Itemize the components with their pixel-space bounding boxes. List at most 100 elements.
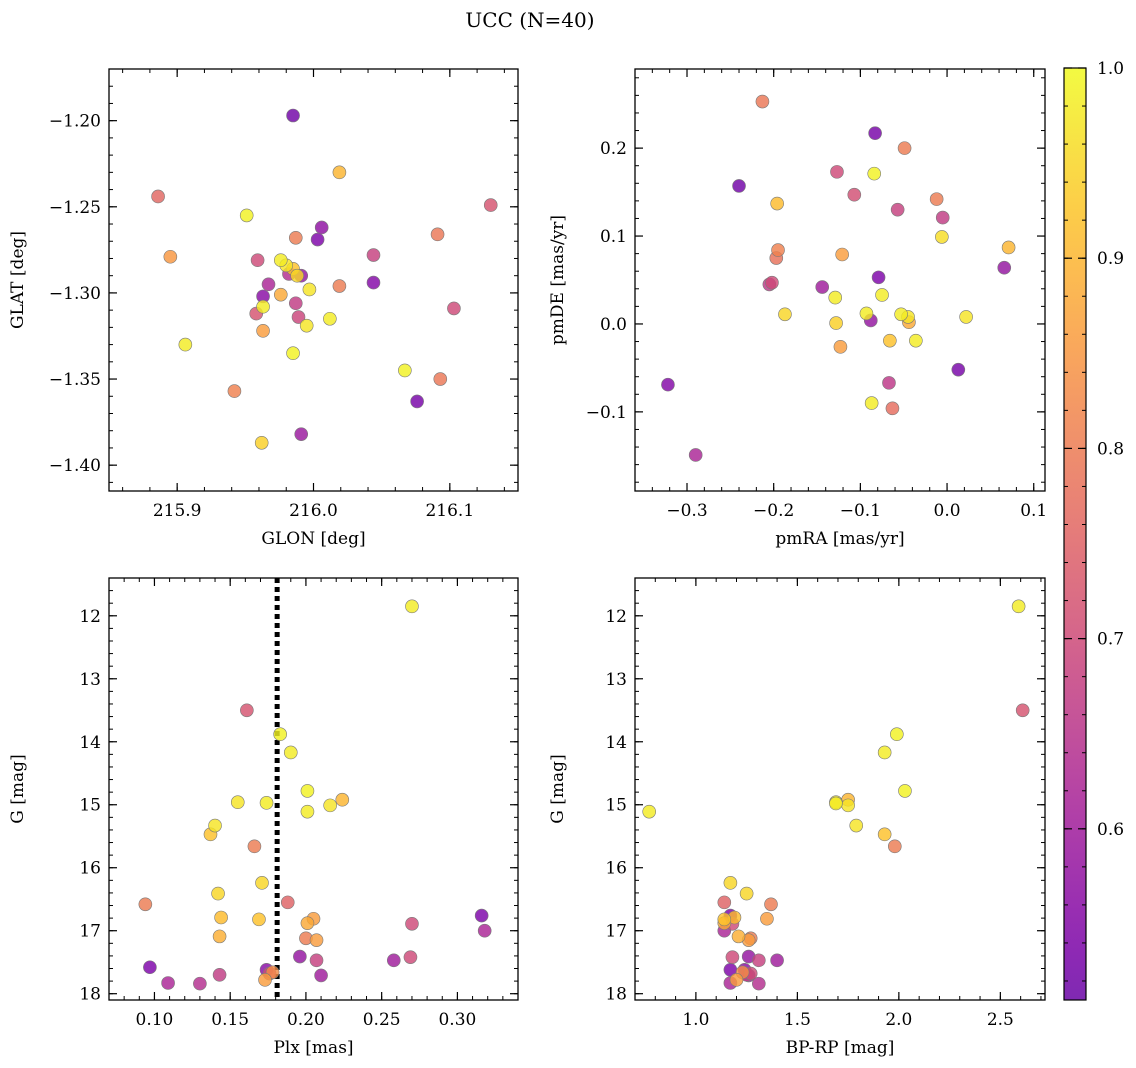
data-point (847, 187, 862, 202)
colorbar-tick-label: 0.6 (1097, 820, 1124, 840)
data-point (280, 895, 295, 910)
plot-frame (108, 577, 519, 1001)
x-tick-label: 0.15 (211, 1010, 249, 1030)
x-tick-label: 2.0 (885, 1010, 912, 1030)
data-point (717, 895, 732, 910)
data-point (293, 949, 307, 964)
data-point (835, 247, 849, 262)
data-point (239, 208, 254, 223)
data-point (273, 253, 288, 267)
x-axis-label: Plx [mas] (273, 1038, 353, 1058)
data-point (250, 253, 265, 267)
data-point (725, 950, 740, 964)
data-point (212, 929, 227, 944)
data-point (255, 876, 269, 890)
data-point (405, 916, 419, 931)
data-point (300, 916, 315, 930)
data-point (138, 897, 153, 912)
data-point (212, 968, 227, 982)
y-axis-label: G [mag] (548, 754, 568, 823)
x-tick-label: 216.1 (425, 501, 474, 521)
plot-frame (108, 68, 519, 492)
y-tick-label: 12 (79, 607, 101, 627)
x-tick-label: 215.9 (153, 501, 202, 521)
data-point (877, 827, 892, 842)
data-point (252, 912, 266, 927)
data-point (240, 703, 254, 718)
data-point (230, 795, 245, 810)
x-tick-label: 0.20 (287, 1010, 325, 1030)
data-point (739, 886, 754, 901)
y-tick-label: −1.35 (49, 370, 101, 390)
data-point (717, 912, 732, 927)
data-point (778, 307, 792, 322)
data-point (261, 277, 276, 292)
colorbar-tick-label: 1.0 (1097, 59, 1124, 79)
y-tick-label: 0.0 (600, 315, 627, 335)
data-point (405, 599, 419, 614)
data-point (310, 232, 325, 247)
y-tick-label: 17 (605, 922, 627, 942)
x-axis-label: pmRA [mas/yr] (775, 529, 904, 549)
data-point (300, 784, 315, 798)
data-point (830, 165, 844, 179)
data-point (366, 275, 381, 290)
data-point (309, 953, 324, 968)
data-point (163, 249, 178, 264)
data-point (885, 401, 900, 416)
y-tick-label: 13 (605, 670, 627, 690)
scatter-panel-3: 0.10 0.15 0.20 0.25 0.30 12 13 14 15 16 17 18 Plx [m… (8, 577, 519, 1058)
data-point (661, 377, 675, 392)
data-point (447, 301, 461, 316)
data-point (323, 798, 337, 813)
data-point (841, 798, 855, 813)
y-tick-label: 12 (605, 607, 627, 627)
colorbar-gradient (1063, 67, 1087, 1001)
data-point (760, 911, 774, 926)
data-point (935, 230, 949, 244)
data-point (314, 968, 328, 983)
y-tick-label: 16 (605, 859, 627, 879)
x-axis-label: GLON [deg] (261, 529, 365, 549)
figure-title: UCC (N=40) (465, 8, 594, 32)
data-point (483, 198, 498, 212)
y-tick-label: 17 (79, 922, 101, 942)
data-point (897, 141, 912, 155)
data-point (765, 275, 779, 290)
x-tick-label: −0.1 (840, 501, 881, 521)
y-tick-label: −1.30 (49, 284, 101, 304)
data-point (314, 220, 329, 235)
data-point (291, 310, 306, 324)
data-point (283, 745, 298, 760)
colorbar-tick-label: 0.9 (1097, 249, 1124, 269)
data-point (731, 929, 746, 944)
data-point (398, 363, 412, 378)
scatter-panel-2: −0.3 −0.2 −0.1 0.0 0.1 −0.1 0.0 0.1 0.2 pmRA [mas… (548, 68, 1047, 549)
data-point (273, 727, 287, 742)
y-tick-label: −0.1 (586, 403, 627, 423)
data-point (299, 318, 314, 333)
x-tick-label: −0.2 (753, 501, 794, 521)
y-axis-label: G [mag] (8, 754, 28, 823)
data-point (890, 202, 905, 217)
data-point (868, 126, 882, 140)
data-point (752, 976, 766, 991)
data-point (211, 886, 225, 901)
colorbar: 0.6 0.7 0.8 0.9 1.0 (1063, 59, 1124, 1001)
data-point (997, 260, 1012, 275)
data-point (247, 839, 262, 854)
x-tick-label: 0.0 (934, 501, 961, 521)
y-tick-label: 0.1 (600, 227, 627, 247)
data-point (828, 290, 843, 305)
data-point (323, 311, 337, 326)
data-point (859, 306, 874, 321)
data-point (433, 372, 448, 386)
y-tick-label: 14 (605, 733, 627, 753)
data-point (877, 745, 892, 760)
colorbar-tick-label: 0.8 (1097, 439, 1124, 459)
data-point (430, 227, 445, 242)
data-point (890, 727, 904, 742)
plot-frame (634, 577, 1046, 1001)
data-point (474, 908, 489, 923)
data-point (366, 248, 381, 262)
